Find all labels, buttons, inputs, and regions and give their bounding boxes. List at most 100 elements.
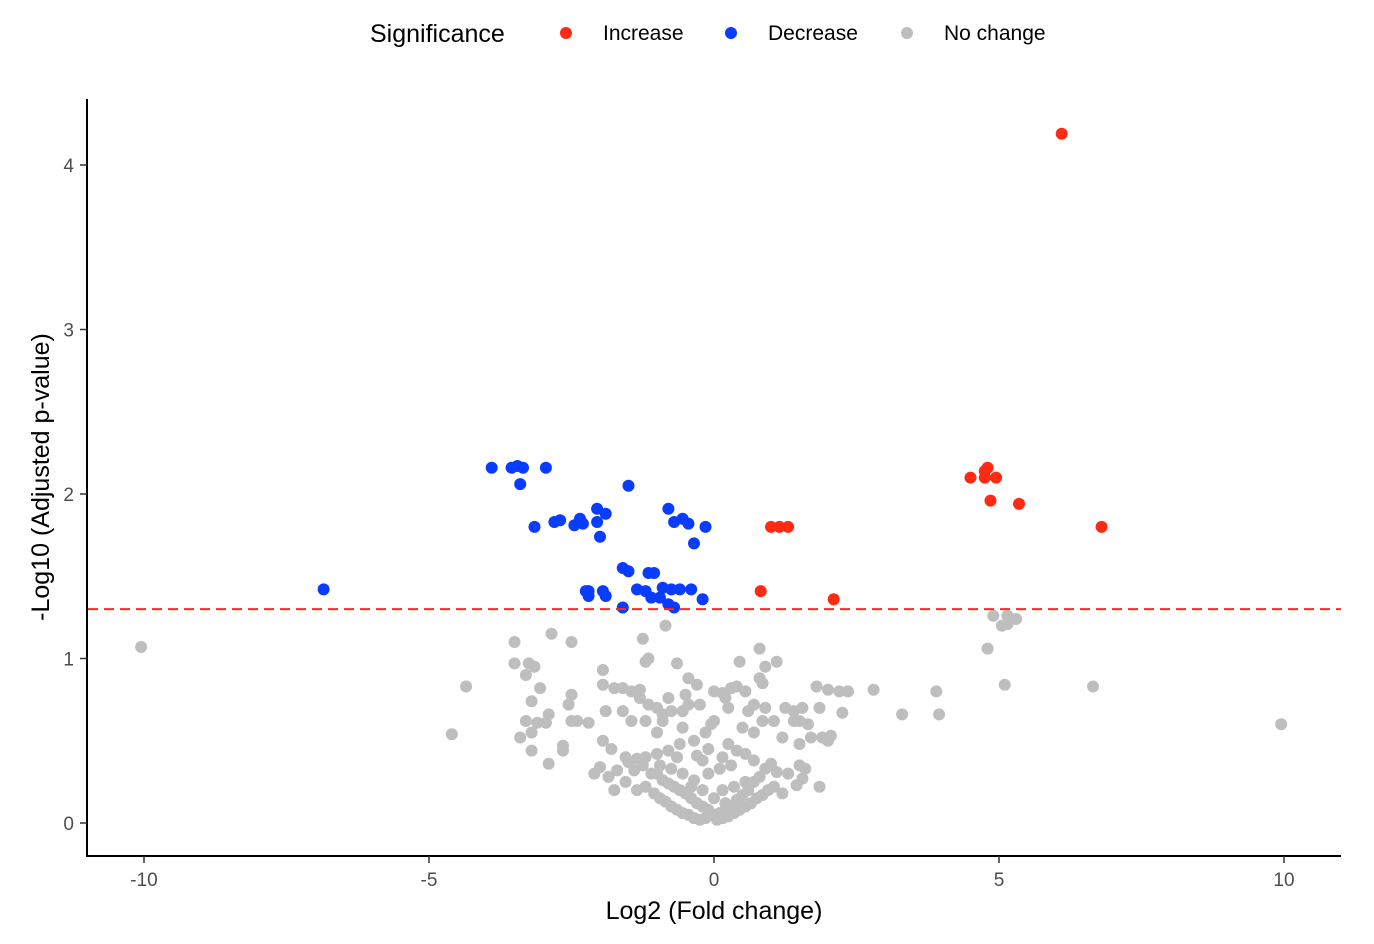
data-point: [747, 754, 760, 767]
data-point: [519, 715, 532, 727]
legend-swatch-increase: [560, 27, 572, 39]
x-tick-label: 5: [994, 870, 1005, 891]
data-point: [747, 698, 760, 711]
data-point: [1001, 618, 1014, 630]
data-point: [796, 772, 809, 785]
data-point: [608, 784, 621, 797]
data-point: [534, 682, 547, 695]
data-point: [690, 678, 703, 691]
data-point: [542, 757, 555, 770]
data-point: [671, 657, 683, 670]
data-point: [599, 590, 612, 602]
data-point: [728, 780, 740, 793]
y-tick-label: 2: [63, 485, 74, 506]
data-point: [135, 641, 148, 653]
data-point: [557, 739, 569, 752]
data-point: [460, 680, 473, 693]
data-point: [508, 636, 521, 648]
data-point: [933, 708, 946, 721]
data-point: [554, 514, 567, 527]
data-point: [699, 812, 712, 825]
data-point: [964, 471, 977, 484]
data-point: [813, 780, 826, 793]
data-point: [671, 751, 683, 764]
data-point: [665, 762, 678, 775]
data-point: [445, 728, 458, 741]
data-point: [673, 583, 686, 596]
data-point: [699, 520, 712, 533]
data-point: [747, 726, 760, 739]
data-point: [662, 502, 675, 515]
data-point: [836, 706, 849, 719]
data-point: [645, 591, 658, 604]
data-point: [756, 715, 769, 727]
data-point: [625, 715, 638, 727]
data-point: [759, 701, 772, 714]
data-point: [767, 715, 780, 727]
data-point: [708, 792, 720, 805]
data-point: [599, 507, 612, 520]
data-point: [317, 583, 330, 596]
data-point: [753, 642, 766, 655]
data-point: [696, 593, 709, 606]
data-point: [639, 780, 652, 793]
data-point: [719, 692, 732, 704]
data-point: [608, 682, 621, 695]
data-point: [716, 751, 729, 764]
data-point: [519, 669, 532, 681]
data-point: [842, 685, 854, 698]
data-point: [776, 787, 789, 800]
data-point: [599, 705, 612, 718]
data-point: [990, 471, 1003, 484]
data-point: [733, 655, 746, 668]
data-point: [896, 708, 909, 721]
data-point: [978, 465, 991, 477]
legend: Significance Increase Decrease No change: [370, 20, 1046, 48]
data-point: [802, 718, 814, 731]
data-point: [930, 685, 943, 698]
data-point: [676, 705, 689, 718]
data-point: [773, 520, 786, 533]
data-point: [682, 517, 695, 530]
data-point: [616, 601, 629, 614]
data-point: [602, 770, 615, 783]
data-point: [719, 797, 732, 810]
data-point: [776, 731, 789, 744]
data-point: [813, 701, 826, 714]
data-point: [633, 692, 646, 704]
data-point: [665, 583, 678, 596]
data-point: [685, 780, 698, 793]
data-point: [676, 767, 689, 780]
data-point: [662, 744, 675, 757]
data-point: [485, 461, 498, 474]
data-point: [730, 744, 743, 757]
data-point: [594, 530, 606, 543]
data-point: [596, 734, 609, 747]
x-tick-label: 10: [1273, 870, 1294, 891]
series-increase: [754, 127, 1108, 606]
x-axis-title: Log2 (Fold change): [606, 897, 823, 925]
data-point: [696, 784, 709, 797]
legend-swatch-no-change: [901, 27, 913, 39]
data-point: [822, 683, 834, 696]
data-point: [679, 688, 692, 701]
data-point: [685, 583, 698, 596]
data-point: [648, 567, 661, 579]
data-point: [539, 461, 552, 474]
y-tick-label: 1: [63, 650, 74, 671]
data-point: [739, 685, 752, 698]
data-point: [636, 632, 649, 645]
legend-label-increase: Increase: [603, 22, 684, 45]
data-point: [1087, 680, 1099, 693]
data-point: [810, 680, 823, 693]
data-point: [676, 721, 689, 734]
data-point: [739, 775, 752, 788]
data-point: [765, 520, 777, 533]
data-point: [688, 537, 700, 550]
data-point: [651, 726, 663, 739]
data-point: [542, 708, 555, 721]
data-point: [616, 682, 629, 695]
data-point: [571, 715, 584, 727]
data-point: [525, 726, 538, 739]
